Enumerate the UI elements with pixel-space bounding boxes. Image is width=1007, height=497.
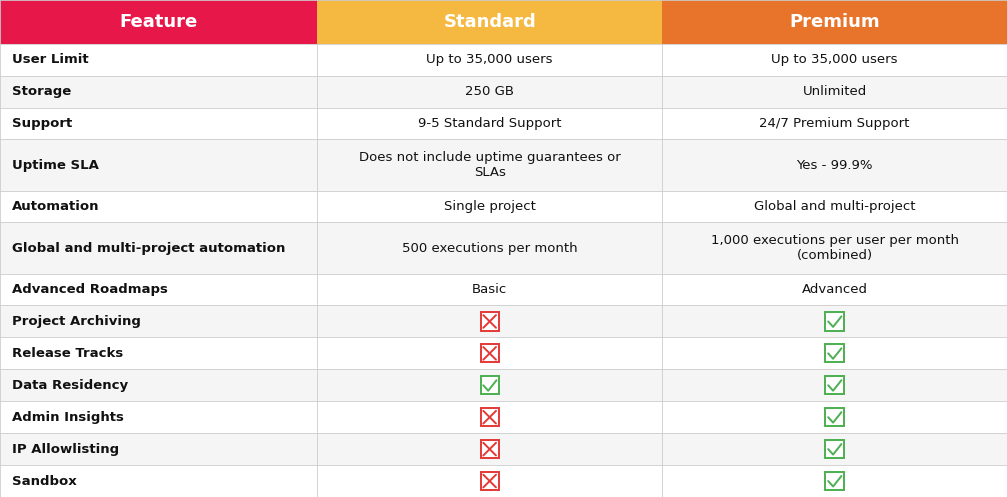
Bar <box>480 344 498 362</box>
Text: Automation: Automation <box>12 200 100 213</box>
Bar <box>826 440 844 458</box>
Text: Release Tracks: Release Tracks <box>12 347 123 360</box>
Text: 1,000 executions per user per month
(combined): 1,000 executions per user per month (com… <box>711 234 959 262</box>
Text: Yes - 99.9%: Yes - 99.9% <box>797 159 873 171</box>
Text: 9-5 Standard Support: 9-5 Standard Support <box>418 117 562 130</box>
Bar <box>826 472 844 490</box>
Text: Advanced Roadmaps: Advanced Roadmaps <box>12 283 168 296</box>
Bar <box>826 313 844 331</box>
Text: Up to 35,000 users: Up to 35,000 users <box>426 53 553 66</box>
Bar <box>480 376 498 394</box>
Text: Up to 35,000 users: Up to 35,000 users <box>771 53 898 66</box>
Bar <box>0 140 1007 190</box>
Text: Data Residency: Data Residency <box>12 379 128 392</box>
Text: 500 executions per month: 500 executions per month <box>402 242 577 254</box>
Bar <box>0 76 1007 107</box>
Text: Uptime SLA: Uptime SLA <box>12 159 99 171</box>
Bar <box>0 465 1007 497</box>
Bar <box>0 190 1007 223</box>
Bar <box>480 440 498 458</box>
Text: Unlimited: Unlimited <box>803 85 867 98</box>
Bar <box>0 306 1007 337</box>
Bar <box>480 472 498 490</box>
Bar <box>826 408 844 426</box>
Bar <box>0 0 317 44</box>
Bar <box>0 273 1007 306</box>
Text: Global and multi-project: Global and multi-project <box>754 200 915 213</box>
Text: Basic: Basic <box>472 283 508 296</box>
Text: 250 GB: 250 GB <box>465 85 515 98</box>
Bar <box>0 401 1007 433</box>
Text: Standard: Standard <box>443 13 536 31</box>
Text: User Limit: User Limit <box>12 53 89 66</box>
Bar <box>0 369 1007 401</box>
Text: Support: Support <box>12 117 73 130</box>
Text: Storage: Storage <box>12 85 71 98</box>
Bar <box>0 107 1007 140</box>
Bar <box>480 408 498 426</box>
Bar <box>826 376 844 394</box>
Text: Feature: Feature <box>120 13 197 31</box>
Text: Sandbox: Sandbox <box>12 475 77 488</box>
Text: Premium: Premium <box>789 13 880 31</box>
Text: Admin Insights: Admin Insights <box>12 411 124 424</box>
Text: Global and multi-project automation: Global and multi-project automation <box>12 242 285 254</box>
Bar <box>826 344 844 362</box>
Bar <box>0 433 1007 465</box>
Bar <box>480 313 498 331</box>
Text: Project Archiving: Project Archiving <box>12 315 141 328</box>
Text: 24/7 Premium Support: 24/7 Premium Support <box>759 117 909 130</box>
Text: IP Allowlisting: IP Allowlisting <box>12 443 119 456</box>
Text: Advanced: Advanced <box>802 283 868 296</box>
Bar <box>317 0 663 44</box>
Text: Single project: Single project <box>444 200 536 213</box>
Bar <box>0 44 1007 76</box>
Bar <box>0 337 1007 369</box>
Text: Does not include uptime guarantees or
SLAs: Does not include uptime guarantees or SL… <box>358 151 620 179</box>
Bar <box>0 223 1007 273</box>
Bar <box>663 0 1007 44</box>
